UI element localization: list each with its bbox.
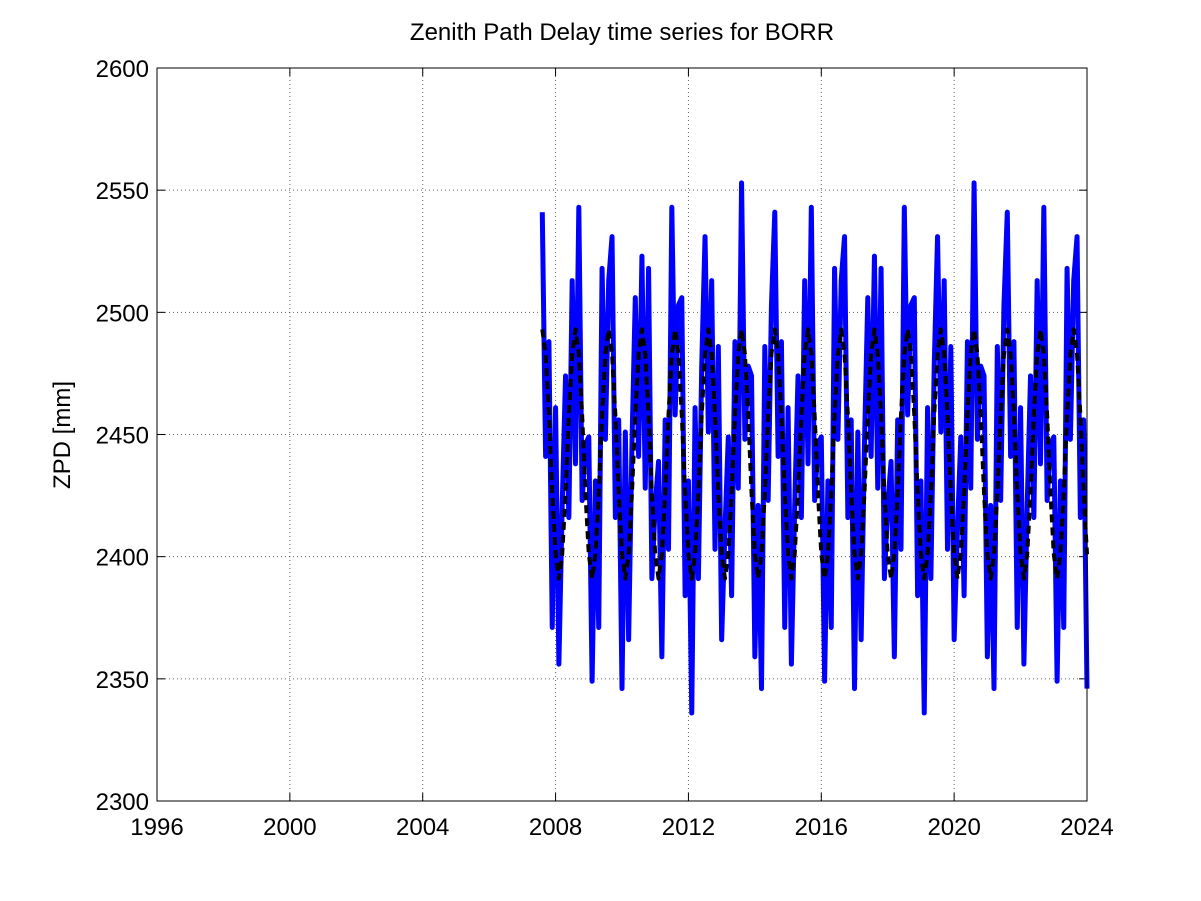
y-tick-label: 2400 (96, 545, 149, 572)
chart-title: Zenith Path Delay time series for BORR (410, 19, 834, 46)
y-tick-label: 2500 (96, 300, 149, 327)
x-tick-label: 2020 (927, 814, 980, 841)
series-line (539, 180, 1090, 716)
y-tick-label: 2300 (96, 789, 149, 816)
x-tick-label: 2012 (662, 814, 715, 841)
x-tick-label: 2000 (263, 814, 316, 841)
y-axis-label: ZPD [mm] (49, 381, 76, 489)
plot-frame (156, 67, 1088, 802)
x-tick-label: 2016 (795, 814, 848, 841)
y-tick-label: 2550 (96, 178, 149, 205)
x-tick-label: 2004 (396, 814, 449, 841)
x-tick-label: 1996 (130, 814, 183, 841)
y-tick-label: 2350 (96, 667, 149, 694)
x-tick-label: 2024 (1060, 814, 1113, 841)
y-tick-label: 2600 (96, 56, 149, 83)
series-line (540, 327, 1089, 581)
y-tick-label: 2450 (96, 423, 149, 450)
x-tick-label: 2008 (529, 814, 582, 841)
